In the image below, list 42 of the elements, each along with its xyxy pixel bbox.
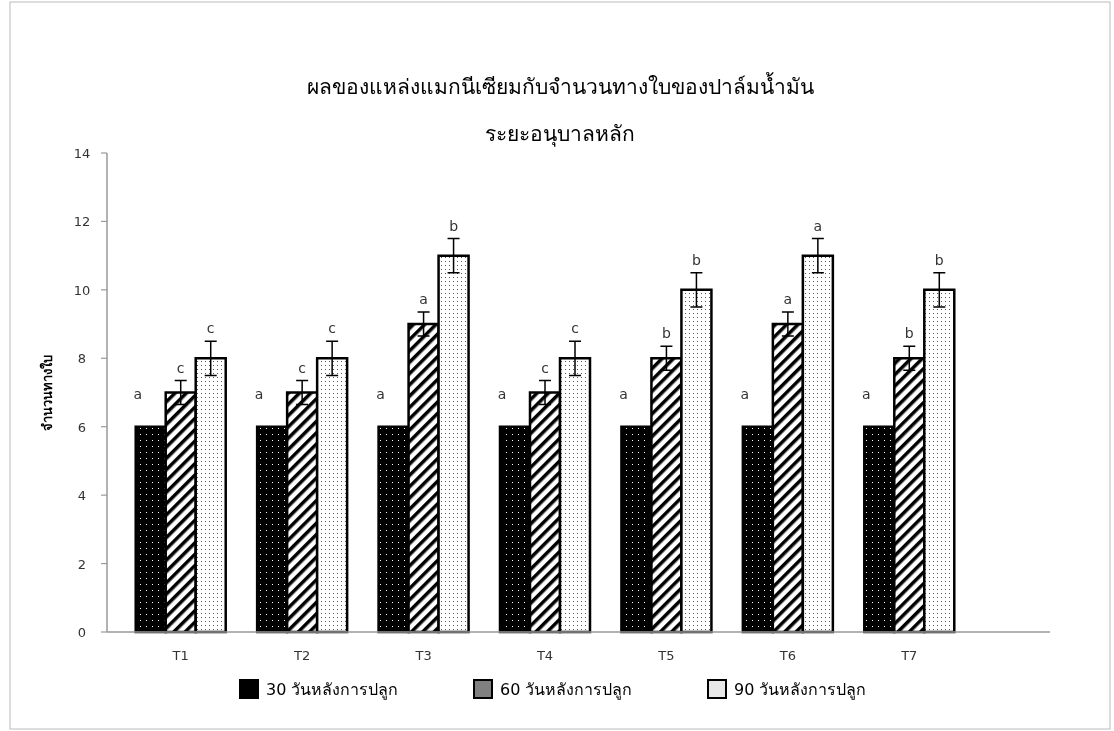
y-tick-label: 8 [77,351,87,367]
data-label: a [783,291,793,308]
x-tick-label: T2 [293,648,311,663]
text: 30 วันหลังการปลูก [266,680,399,700]
data-label: a [861,385,871,402]
data-label: c [206,320,215,337]
x-tick-label: T7 [900,648,918,663]
y-tick-label: 0 [77,625,87,640]
x-tick-label: T3 [414,648,432,663]
data-label: a [619,385,628,402]
legend-label: 60 วันหลังการปลูก [500,680,633,700]
data-label: b [904,325,914,342]
y-tick-label: 6 [77,419,87,435]
chart-subtitle: ระยะอนุบาลหลัก [485,122,635,147]
y-tick-label: 2 [77,556,87,572]
data-label: c [328,320,336,337]
y-tick-label: 12 [73,214,91,230]
data-label: a [497,385,507,402]
data-label: c [176,359,185,376]
data-label: a [254,385,264,402]
x-tick-label: T5 [657,648,675,663]
legend-label: 90 วันหลังการปลูก [734,680,867,700]
data-label: b [449,217,459,234]
data-label: c [571,320,579,337]
y-tick-label: 14 [73,146,91,161]
x-tick-label: T1 [171,648,189,663]
data-label: b [934,251,944,268]
x-tick-label: T6 [778,648,796,663]
y-tick-label: 4 [77,488,87,504]
y-axis-title: จำนวนทางใบ [39,354,55,431]
x-tick-label: T4 [535,648,554,663]
data-label: a [419,291,428,308]
chart-title: ผลของแหล่งแมกนีเซียมกับจำนวนทางใบของปาล์มน้ำมัน [306,72,814,99]
y-tick-label: 10 [73,282,91,298]
data-label: c [298,359,306,376]
data-label: a [133,385,143,402]
data-label: a [376,385,385,402]
data-label: b [691,251,701,268]
data-label: b [661,325,671,342]
data-label: a [813,217,823,234]
data-label: c [541,359,549,376]
data-label: a [740,385,750,402]
